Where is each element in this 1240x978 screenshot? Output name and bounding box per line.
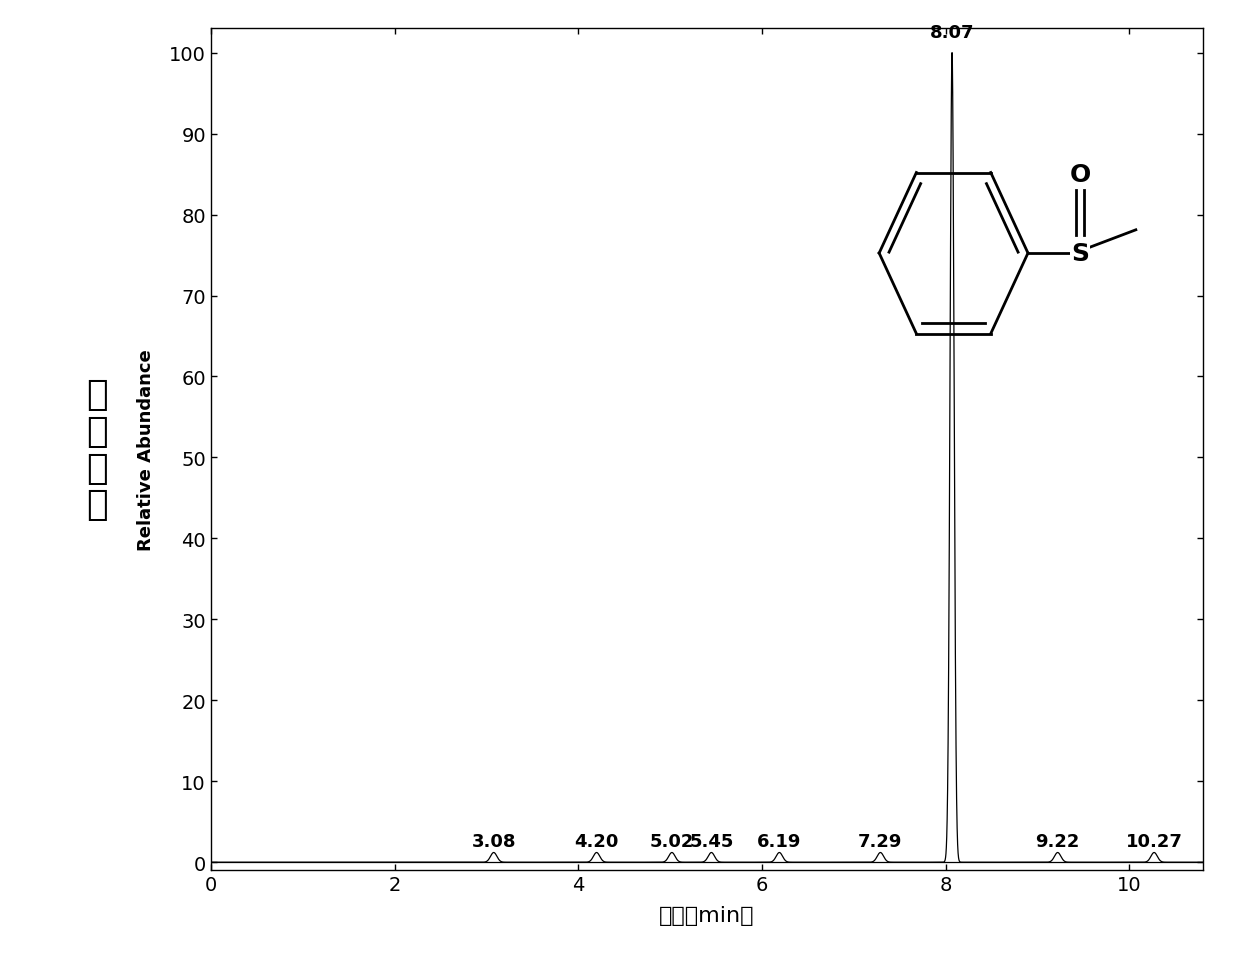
Text: 7.29: 7.29 <box>858 832 903 850</box>
Text: 3.08: 3.08 <box>471 832 516 850</box>
X-axis label: 时间（min）: 时间（min） <box>658 906 755 925</box>
Text: 6.19: 6.19 <box>758 832 801 850</box>
Text: 4.20: 4.20 <box>574 832 619 850</box>
Text: 5.45: 5.45 <box>689 832 734 850</box>
Text: O: O <box>1069 162 1091 187</box>
Text: 10.27: 10.27 <box>1126 832 1183 850</box>
Text: 相
对
丰
度: 相 对 丰 度 <box>86 378 108 522</box>
Text: 8.07: 8.07 <box>930 23 975 41</box>
Text: 5.02: 5.02 <box>650 832 694 850</box>
Text: 9.22: 9.22 <box>1035 832 1080 850</box>
Text: Relative Abundance: Relative Abundance <box>138 349 155 551</box>
Text: S: S <box>1071 242 1089 266</box>
